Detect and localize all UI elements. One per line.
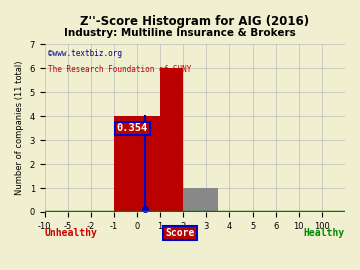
Text: ©www.textbiz.org: ©www.textbiz.org xyxy=(48,49,122,59)
Bar xyxy=(114,116,160,212)
Text: Score: Score xyxy=(165,228,195,238)
Title: Z''-Score Histogram for AIG (2016): Z''-Score Histogram for AIG (2016) xyxy=(80,15,309,28)
Text: Healthy: Healthy xyxy=(304,228,345,238)
Text: The Research Foundation of SUNY: The Research Foundation of SUNY xyxy=(48,65,191,73)
Bar xyxy=(183,188,218,212)
Bar xyxy=(160,68,183,212)
Y-axis label: Number of companies (11 total): Number of companies (11 total) xyxy=(15,61,24,195)
Text: Unhealthy: Unhealthy xyxy=(45,228,98,238)
Text: Industry: Multiline Insurance & Brokers: Industry: Multiline Insurance & Brokers xyxy=(64,28,296,38)
Text: 0.354: 0.354 xyxy=(117,123,148,133)
